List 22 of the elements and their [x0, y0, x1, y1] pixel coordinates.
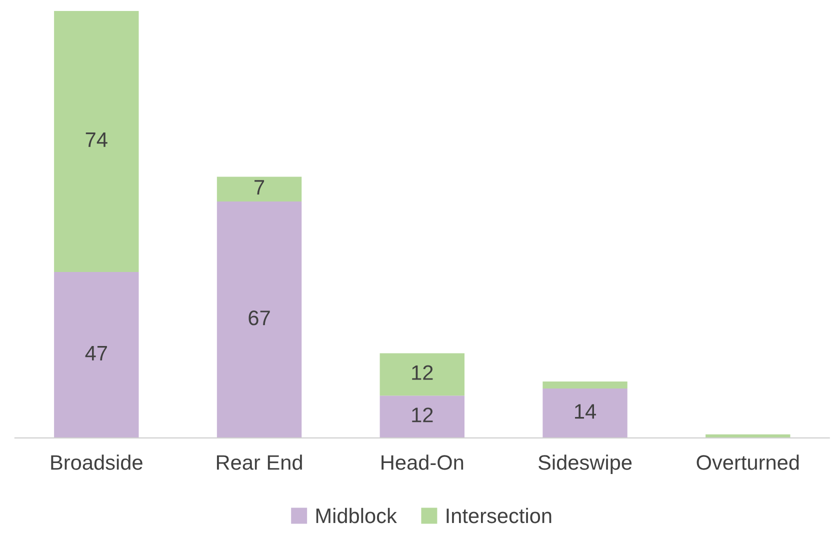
data-label: 7 [254, 180, 264, 194]
x-tick-label: Sideswipe [538, 454, 632, 474]
legend-label: Intersection [446, 508, 552, 524]
x-tick-label: Head-On [382, 454, 464, 470]
data-label: 47 [85, 346, 107, 360]
bar [380, 353, 464, 396]
bar [216, 176, 302, 202]
legend-label: Midblock [316, 508, 397, 524]
data-label: 12 [412, 365, 433, 380]
bar [216, 201, 302, 438]
data-label: 14 [575, 404, 596, 419]
data-label: 12 [412, 408, 433, 422]
data-label: 74 [86, 132, 108, 147]
bar [542, 381, 628, 389]
x-tick-label: Broadside [51, 454, 142, 470]
bar [380, 396, 464, 438]
bar [54, 10, 139, 272]
x-tick-label: Overturned [696, 454, 799, 470]
x-tick-label: Rear End [216, 454, 302, 470]
bar [542, 388, 628, 438]
bar [54, 272, 139, 438]
data-label: 67 [248, 310, 270, 326]
